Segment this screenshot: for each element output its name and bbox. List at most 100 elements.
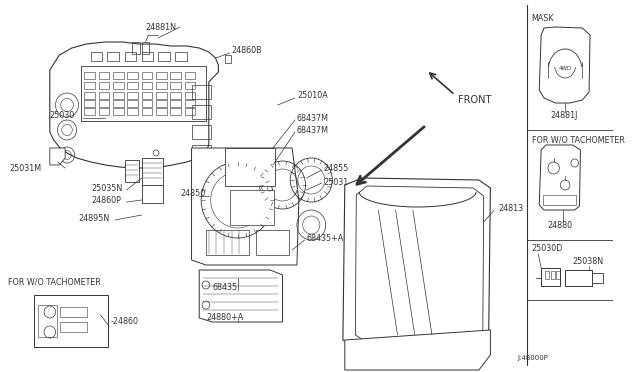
Polygon shape — [343, 178, 490, 355]
Bar — [225, 55, 231, 63]
Text: FOR W/O TACHOMETER: FOR W/O TACHOMETER — [532, 135, 625, 144]
Text: 68435: 68435 — [212, 283, 237, 292]
Bar — [84, 108, 95, 115]
Bar — [99, 92, 109, 99]
Bar — [84, 82, 95, 89]
Bar — [206, 230, 249, 255]
Bar — [127, 82, 138, 89]
Bar — [84, 72, 95, 79]
Bar — [99, 108, 109, 115]
Bar — [127, 92, 138, 99]
Text: 24880: 24880 — [548, 221, 573, 230]
Text: 68437M: 68437M — [297, 113, 329, 122]
Bar — [156, 92, 166, 99]
Bar — [99, 100, 109, 107]
Bar — [81, 66, 206, 121]
Text: 25038N: 25038N — [573, 257, 604, 266]
Bar — [158, 52, 170, 61]
Text: FOR W/O TACHOMETER: FOR W/O TACHOMETER — [8, 278, 100, 286]
Bar — [60, 322, 87, 332]
Text: 24855: 24855 — [324, 164, 349, 173]
Bar — [125, 52, 136, 61]
Text: 25030D: 25030D — [532, 244, 563, 253]
Polygon shape — [199, 270, 282, 322]
Bar — [541, 268, 561, 286]
Bar — [33, 295, 108, 347]
Text: 25031M: 25031M — [10, 164, 42, 173]
Bar — [108, 52, 119, 61]
Bar — [141, 185, 163, 203]
Text: 24850: 24850 — [180, 189, 205, 198]
Text: 24860P: 24860P — [91, 196, 121, 205]
Text: 25035N: 25035N — [91, 183, 122, 192]
Text: 4WD: 4WD — [559, 65, 572, 71]
Bar — [127, 108, 138, 115]
Bar — [113, 72, 124, 79]
Bar — [84, 100, 95, 107]
Bar — [91, 52, 102, 61]
Bar — [185, 72, 195, 79]
Bar — [156, 82, 166, 89]
Polygon shape — [50, 42, 218, 168]
Bar — [141, 42, 149, 54]
Text: -24860: -24860 — [110, 317, 138, 327]
Bar — [191, 125, 211, 139]
Bar — [170, 108, 181, 115]
Bar — [230, 190, 274, 225]
Text: 24860B: 24860B — [232, 45, 262, 55]
Bar — [125, 160, 139, 182]
Text: 68435+A: 68435+A — [307, 234, 344, 243]
Text: 24895N: 24895N — [79, 214, 110, 222]
Text: 24881N: 24881N — [145, 22, 177, 32]
Bar — [175, 52, 187, 61]
Bar — [225, 148, 275, 186]
Bar — [156, 72, 166, 79]
Text: FRONT: FRONT — [458, 95, 492, 105]
Polygon shape — [191, 148, 299, 265]
Bar — [113, 92, 124, 99]
Bar — [170, 82, 181, 89]
Text: 25031: 25031 — [324, 177, 349, 186]
Bar — [185, 100, 195, 107]
Bar — [185, 92, 195, 99]
Text: 68437M: 68437M — [297, 125, 329, 135]
Polygon shape — [50, 148, 65, 165]
Bar — [141, 92, 152, 99]
Text: J:48000P: J:48000P — [517, 355, 548, 361]
Bar — [156, 108, 166, 115]
Bar — [545, 271, 549, 279]
Bar — [99, 72, 109, 79]
Text: 24813: 24813 — [498, 203, 523, 212]
Text: 24881J: 24881J — [551, 110, 578, 119]
Bar — [170, 100, 181, 107]
Bar — [141, 72, 152, 79]
Bar — [141, 108, 152, 115]
Bar — [127, 100, 138, 107]
Bar — [60, 307, 87, 317]
Text: 25030: 25030 — [50, 110, 75, 119]
Bar — [185, 108, 195, 115]
Bar — [113, 108, 124, 115]
Text: 24880+A: 24880+A — [206, 314, 243, 323]
Bar — [256, 230, 289, 255]
Polygon shape — [345, 330, 490, 370]
Bar — [191, 105, 211, 119]
Bar — [565, 270, 592, 286]
Bar — [141, 158, 163, 186]
Text: 25010A: 25010A — [297, 90, 328, 99]
Bar — [127, 72, 138, 79]
Bar — [592, 273, 604, 283]
Bar — [141, 82, 152, 89]
Bar — [156, 100, 166, 107]
Bar — [170, 72, 181, 79]
Bar — [551, 271, 555, 279]
Bar — [557, 271, 561, 279]
Polygon shape — [540, 27, 590, 103]
Bar — [191, 145, 211, 159]
Bar — [191, 85, 211, 99]
Bar — [543, 195, 575, 205]
Text: MASK: MASK — [532, 13, 554, 22]
Bar — [84, 92, 95, 99]
Bar — [170, 92, 181, 99]
Bar — [185, 82, 195, 89]
